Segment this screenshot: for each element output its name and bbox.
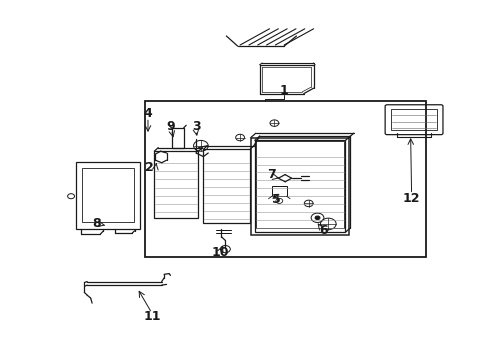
Bar	[172, 128, 184, 148]
Circle shape	[315, 216, 320, 220]
Text: 2: 2	[145, 161, 154, 174]
Bar	[82, 168, 134, 222]
Text: 8: 8	[93, 217, 101, 230]
Bar	[256, 141, 344, 228]
Bar	[203, 149, 250, 223]
Bar	[255, 140, 345, 232]
Bar	[145, 101, 426, 257]
Text: 7: 7	[268, 168, 276, 181]
Text: 4: 4	[144, 107, 152, 120]
Text: 11: 11	[143, 310, 161, 323]
Bar	[391, 109, 437, 130]
Text: 9: 9	[166, 120, 175, 132]
Text: 6: 6	[319, 224, 328, 237]
Text: 5: 5	[272, 193, 281, 206]
Text: 3: 3	[192, 120, 200, 133]
Bar	[251, 138, 349, 235]
Bar	[154, 151, 198, 218]
Text: 10: 10	[212, 246, 229, 258]
Bar	[272, 186, 287, 196]
Bar	[76, 162, 140, 229]
Text: 12: 12	[403, 192, 420, 204]
Text: 1: 1	[280, 84, 289, 97]
